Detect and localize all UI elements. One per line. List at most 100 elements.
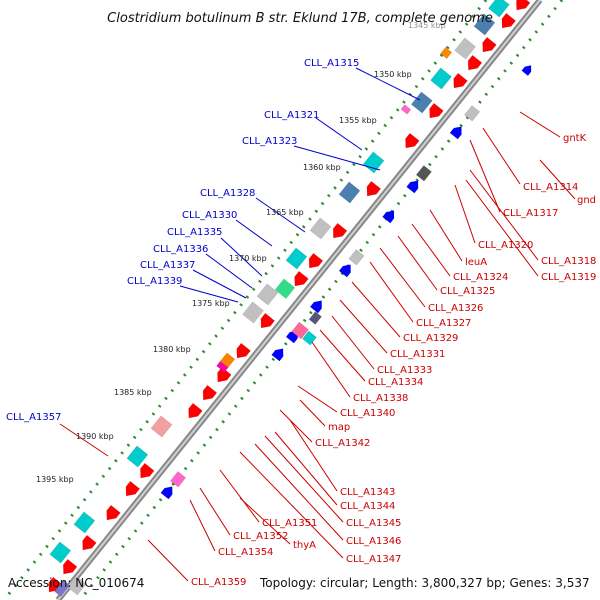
reverse-gene[interactable]	[382, 207, 397, 224]
annotated-feature[interactable]	[415, 165, 432, 182]
gene-label-CLL_A1315[interactable]: CLL_A1315	[304, 58, 359, 69]
forward-gene[interactable]	[363, 180, 381, 199]
annotated-feature[interactable]	[285, 247, 308, 270]
forward-gene[interactable]	[199, 384, 218, 403]
forward-gene[interactable]	[305, 252, 324, 271]
magenta-feature[interactable]	[400, 104, 412, 115]
gene-label-CLL_A1338[interactable]: CLL_A1338	[353, 393, 408, 404]
annotated-feature[interactable]	[488, 0, 510, 18]
gene-label-CLL_A1346[interactable]: CLL_A1346	[346, 536, 401, 547]
gene-label-CLL_A1337[interactable]: CLL_A1337	[140, 260, 195, 271]
forward-gene[interactable]	[102, 504, 121, 523]
forward-gene[interactable]	[290, 270, 309, 289]
gene-label-CLL_A1321[interactable]: CLL_A1321	[264, 110, 319, 121]
forward-gene[interactable]	[512, 0, 531, 14]
gene-label-CLL_A1336[interactable]: CLL_A1336	[153, 244, 208, 255]
annotated-feature[interactable]	[242, 301, 264, 324]
forward-gene[interactable]	[329, 222, 348, 241]
gene-label-CLL_A1359[interactable]: CLL_A1359	[191, 577, 246, 588]
gene-label-CLL_A1323[interactable]: CLL_A1323	[242, 136, 297, 147]
annotated-feature[interactable]	[410, 91, 433, 114]
annotated-feature[interactable]	[338, 181, 361, 204]
annotated-feature[interactable]	[73, 511, 96, 534]
gene-label-CLL_A1319[interactable]: CLL_A1319	[541, 272, 596, 283]
annotated-feature[interactable]	[473, 13, 496, 36]
annotated-feature[interactable]	[309, 217, 332, 240]
reverse-gene[interactable]	[449, 123, 465, 140]
leader-line	[293, 145, 381, 171]
gene-label-CLL_A1330[interactable]: CLL_A1330	[182, 210, 237, 221]
gene-label-CLL_A1327[interactable]: CLL_A1327	[416, 318, 471, 329]
annotated-feature[interactable]	[454, 37, 476, 60]
forward-gene[interactable]	[122, 480, 140, 499]
gene-label-thyA[interactable]: thyA	[293, 540, 316, 551]
gene-label-CLL_A1333[interactable]: CLL_A1333	[377, 365, 432, 376]
genome-backbone	[55, 0, 543, 600]
forward-gene[interactable]	[401, 132, 420, 151]
forward-gene[interactable]	[425, 102, 444, 121]
gene-label-CLL_A1340[interactable]: CLL_A1340	[340, 408, 395, 419]
gene-label-map[interactable]: map	[328, 422, 350, 433]
gene-label-gnd[interactable]: gnd	[577, 195, 596, 206]
gene-label-CLL_A1324[interactable]: CLL_A1324	[453, 272, 508, 283]
annotated-feature[interactable]	[348, 249, 365, 266]
gene-label-CLL_A1357[interactable]: CLL_A1357	[6, 412, 61, 423]
gene-label-CLL_A1334[interactable]: CLL_A1334	[368, 377, 423, 388]
forward-gene[interactable]	[464, 54, 483, 73]
magenta-feature[interactable]	[291, 321, 309, 340]
forward-gene[interactable]	[136, 462, 155, 481]
leader-line	[369, 261, 414, 323]
reverse-gene[interactable]	[271, 345, 287, 362]
gene-label-CLL_A1343[interactable]: CLL_A1343	[340, 487, 395, 498]
gene-label-CLL_A1345[interactable]: CLL_A1345	[346, 518, 401, 529]
annotated-feature[interactable]	[150, 415, 173, 438]
annotated-feature[interactable]	[362, 151, 385, 174]
reverse-gene[interactable]	[521, 63, 534, 77]
gene-label-CLL_A1354[interactable]: CLL_A1354	[218, 547, 273, 558]
annotated-feature[interactable]	[464, 105, 481, 122]
green-feature[interactable]	[274, 278, 296, 299]
forward-gene[interactable]	[478, 36, 497, 55]
gene-label-CLL_A1325[interactable]: CLL_A1325	[440, 286, 495, 297]
gene-label-CLL_A1328[interactable]: CLL_A1328	[200, 188, 255, 199]
forward-gene[interactable]	[78, 534, 97, 553]
forward-gene[interactable]	[184, 402, 203, 421]
gene-label-CLL_A1335[interactable]: CLL_A1335	[167, 227, 222, 238]
annotated-feature[interactable]	[302, 330, 317, 346]
gene-label-CLL_A1339[interactable]: CLL_A1339	[127, 276, 182, 287]
gene-label-CLL_A1320[interactable]: CLL_A1320	[478, 240, 533, 251]
gene-label-CLL_A1342[interactable]: CLL_A1342	[315, 438, 370, 449]
gene-label-gntK[interactable]: gntK	[563, 133, 587, 144]
gene-label-CLL_A1331[interactable]: CLL_A1331	[390, 349, 445, 360]
annotated-feature[interactable]	[126, 445, 149, 468]
orange-feature[interactable]	[440, 46, 453, 59]
gene-label-CLL_A1314[interactable]: CLL_A1314	[523, 182, 578, 193]
gene-label-CLL_A1347[interactable]: CLL_A1347	[346, 554, 401, 565]
annotated-feature[interactable]	[49, 541, 72, 564]
reverse-gene[interactable]	[406, 177, 422, 194]
forward-gene[interactable]	[449, 72, 468, 91]
reverse-gene[interactable]	[309, 297, 325, 314]
annotated-feature[interactable]	[67, 576, 87, 596]
annotated-feature[interactable]	[256, 283, 279, 306]
gene-label-CLL_A1352[interactable]: CLL_A1352	[233, 531, 288, 542]
forward-gene[interactable]	[232, 342, 251, 361]
gene-label-CLL_A1351[interactable]: CLL_A1351	[262, 518, 317, 529]
annotated-feature[interactable]	[170, 471, 187, 488]
gene-label-CLL_A1317[interactable]: CLL_A1317	[503, 208, 558, 219]
gene-label-CLL_A1344[interactable]: CLL_A1344	[340, 501, 395, 512]
forward-gene-labels: gntK CLL_A1314 gnd CLL_A1317 CLL_A1320 C…	[191, 133, 596, 588]
annotated-feature[interactable]	[54, 580, 70, 597]
forward-gene[interactable]	[497, 12, 516, 31]
gene-label-leuA[interactable]: leuA	[465, 257, 487, 268]
forward-gene[interactable]	[256, 312, 275, 331]
annotated-feature[interactable]	[308, 311, 322, 325]
reverse-gene[interactable]	[160, 483, 176, 500]
gene-label-CLL_A1318[interactable]: CLL_A1318	[541, 256, 596, 267]
gene-label-CLL_A1326[interactable]: CLL_A1326	[428, 303, 483, 314]
magenta-feature[interactable]	[216, 360, 229, 373]
forward-gene[interactable]	[59, 558, 78, 577]
gene-label-CLL_A1329[interactable]: CLL_A1329	[403, 333, 458, 344]
annotated-feature[interactable]	[430, 67, 452, 90]
reverse-gene[interactable]	[338, 261, 354, 278]
